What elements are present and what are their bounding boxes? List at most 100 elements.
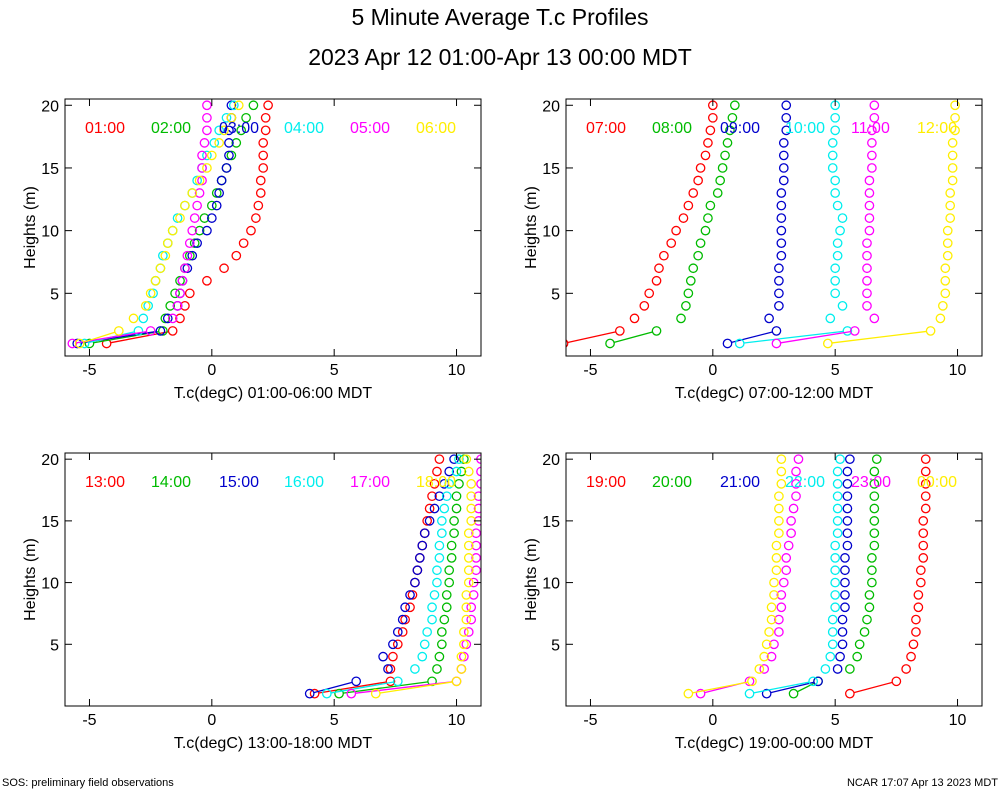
data-point	[67, 338, 78, 349]
plot-frame	[64, 452, 482, 707]
data-point	[461, 614, 472, 625]
data-point	[175, 275, 185, 286]
data-point	[759, 651, 770, 662]
data-point	[219, 263, 229, 274]
data-point	[187, 188, 198, 198]
data-point	[859, 627, 870, 637]
data-point	[688, 263, 699, 274]
data-point	[835, 651, 845, 662]
data-point	[405, 590, 415, 600]
data-point	[908, 639, 919, 650]
data-point	[827, 627, 838, 637]
data-point	[776, 200, 787, 211]
series-1700	[346, 454, 481, 699]
data-point	[717, 163, 728, 173]
series-0700	[566, 100, 718, 348]
data-point	[712, 188, 723, 198]
data-point	[206, 200, 217, 211]
y-tick-label: 15	[41, 161, 59, 178]
data-point	[258, 138, 269, 148]
x-tick-label: 5	[831, 712, 840, 729]
data-point	[774, 503, 784, 514]
data-point	[459, 639, 469, 650]
data-point	[830, 577, 841, 588]
data-point	[383, 664, 393, 674]
profile-panel-2: -5 0 5 10 5 10 15 20 T.c(degC) 07:00-12:00 MDT He…	[523, 98, 983, 402]
data-point	[705, 200, 716, 211]
data-point	[791, 491, 801, 502]
data-point	[471, 553, 481, 563]
data-point	[774, 516, 784, 526]
x-tick-label: 0	[708, 712, 717, 729]
data-point	[454, 454, 464, 465]
x-tick-label: -5	[583, 712, 597, 729]
data-point	[140, 301, 151, 311]
series-1900	[845, 454, 931, 699]
data-point	[854, 639, 865, 650]
data-point	[778, 163, 789, 173]
data-point	[309, 688, 320, 699]
data-point	[835, 225, 845, 236]
data-point	[427, 491, 437, 502]
data-point	[791, 466, 801, 477]
data-point	[867, 138, 877, 148]
data-point	[808, 676, 819, 687]
data-point	[74, 338, 85, 349]
data-point	[466, 614, 477, 625]
x-tick-label: 10	[448, 712, 466, 729]
profile-panel-3: -5 0 5 10 5 10 15 20 T.c(degC) 13:00-18:00 MDT He…	[22, 452, 482, 752]
data-point	[439, 503, 450, 514]
data-point	[199, 138, 210, 148]
data-point	[160, 250, 171, 261]
data-point	[172, 301, 183, 311]
data-point	[434, 553, 445, 563]
data-point	[913, 590, 924, 600]
legend-entry: 07:00	[586, 120, 626, 137]
data-point	[162, 313, 173, 324]
data-point	[832, 250, 843, 261]
data-point	[774, 627, 784, 637]
x-tick-label: 10	[448, 362, 466, 379]
data-point	[776, 602, 787, 613]
data-point	[449, 516, 459, 526]
data-point	[419, 639, 430, 650]
series-0600	[74, 100, 244, 349]
legend-entry: 08:00	[652, 120, 692, 137]
data-point	[202, 112, 212, 123]
series-segment	[731, 331, 773, 344]
data-point	[693, 175, 703, 186]
data-point	[133, 326, 144, 336]
data-point	[412, 565, 423, 576]
data-point	[786, 516, 796, 526]
data-point	[695, 163, 706, 173]
legend-entry: 01:00	[85, 120, 125, 137]
data-point	[774, 263, 784, 274]
data-point	[209, 138, 220, 148]
data-point	[463, 528, 474, 539]
data-point	[167, 225, 178, 236]
data-point	[407, 590, 418, 600]
x-tick-label: 0	[207, 712, 216, 729]
data-point	[830, 112, 841, 123]
series-0500	[67, 100, 212, 349]
data-point	[459, 454, 469, 465]
data-point	[830, 288, 841, 299]
data-point	[221, 163, 232, 173]
data-point	[461, 590, 472, 600]
data-point	[224, 138, 234, 148]
legend-entry: 18:00	[416, 474, 456, 491]
data-point	[862, 301, 872, 311]
data-point	[388, 639, 398, 650]
profile-panel-1: -5 0 5 10 5 10 15 20 T.c(degC) 01:00-06:00 MDT He…	[22, 98, 482, 402]
data-point	[869, 100, 880, 111]
data-point	[705, 125, 716, 136]
data-point	[651, 275, 662, 286]
data-point	[827, 150, 838, 161]
data-point	[346, 688, 357, 699]
y-axis-label: Heights (m)	[523, 538, 540, 621]
data-point	[869, 466, 880, 477]
data-point	[429, 590, 440, 600]
y-axis-label: Heights (m)	[22, 186, 39, 269]
data-point	[832, 466, 843, 477]
series-0000	[683, 454, 787, 699]
